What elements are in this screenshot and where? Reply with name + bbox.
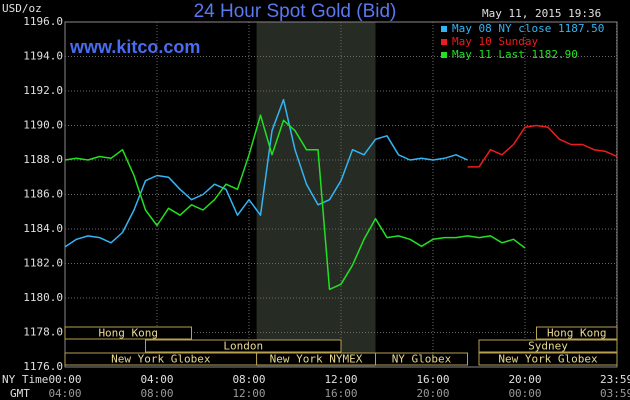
- y-tick-label: 1182.0: [23, 257, 63, 270]
- legend-label: May 08 NY close 1187.50: [452, 22, 604, 35]
- session-box: [375, 352, 468, 366]
- session-highlight: [256, 22, 376, 367]
- y-unit: USD/oz: [2, 2, 42, 15]
- session-label: Hong Kong: [98, 327, 158, 340]
- x-tick-label: 04:00: [140, 373, 173, 386]
- x-axis-label: NY Time: [2, 373, 48, 386]
- x-tick-label: 23:59: [600, 373, 630, 386]
- x2-tick-label: 08:00: [140, 387, 173, 400]
- x-tick-label: 12:00: [324, 373, 357, 386]
- session-box: [145, 339, 342, 353]
- y-tick-label: 1186.0: [23, 188, 63, 201]
- series-line: [467, 124, 618, 168]
- y-tick-label: 1192.0: [23, 84, 63, 97]
- legend-marker: [441, 52, 447, 58]
- x2-tick-label: 00:00: [508, 387, 541, 400]
- legend-marker: [441, 26, 447, 32]
- plot-frame: [64, 21, 618, 368]
- session-label: Hong Kong: [547, 327, 607, 340]
- x2-tick-label: 04:00: [48, 387, 81, 400]
- legend-label: May 10 Sunday: [452, 35, 538, 48]
- y-tick-label: 1184.0: [23, 222, 63, 235]
- y-tick-label: 1188.0: [23, 153, 63, 166]
- x-tick-label: 16:00: [416, 373, 449, 386]
- series-line: [64, 98, 468, 248]
- x2-tick-label: 03:59: [600, 387, 630, 400]
- session-box: [64, 326, 192, 340]
- x2-tick-label: 20:00: [416, 387, 449, 400]
- x2-tick-label: 16:00: [324, 387, 357, 400]
- x-tick-label: 00:00: [48, 373, 81, 386]
- timestamp: May 11, 2015 19:36: [482, 7, 601, 20]
- x-tick-label: 08:00: [232, 373, 265, 386]
- session-box: [536, 326, 618, 340]
- session-label: New York Globex: [498, 353, 598, 366]
- y-tick-label: 1178.0: [23, 326, 63, 339]
- y-tick-label: 1194.0: [23, 50, 63, 63]
- x2-tick-label: 12:00: [232, 387, 265, 400]
- session-label: Sydney: [528, 340, 568, 353]
- session-box: [478, 339, 618, 353]
- series-line: [64, 114, 526, 291]
- session-box: [478, 352, 618, 366]
- legend-label: May 11 Last 1182.90: [452, 48, 578, 61]
- site-name: www.kitco.com: [69, 37, 200, 57]
- chart-title: 24 Hour Spot Gold (Bid): [194, 1, 397, 22]
- y-tick-label: 1176.0: [23, 360, 63, 373]
- session-label: New York NYMEX: [270, 353, 363, 366]
- session-label: New York Globex: [111, 353, 211, 366]
- x2-axis-label: GMT: [10, 387, 30, 400]
- x-tick-label: 20:00: [508, 373, 541, 386]
- session-label: NY Globex: [392, 353, 452, 366]
- session-label: London: [223, 340, 263, 353]
- y-tick-label: 1190.0: [23, 119, 63, 132]
- y-tick-label: 1196.0: [23, 15, 63, 28]
- y-tick-label: 1180.0: [23, 291, 63, 304]
- legend-marker: [441, 39, 447, 45]
